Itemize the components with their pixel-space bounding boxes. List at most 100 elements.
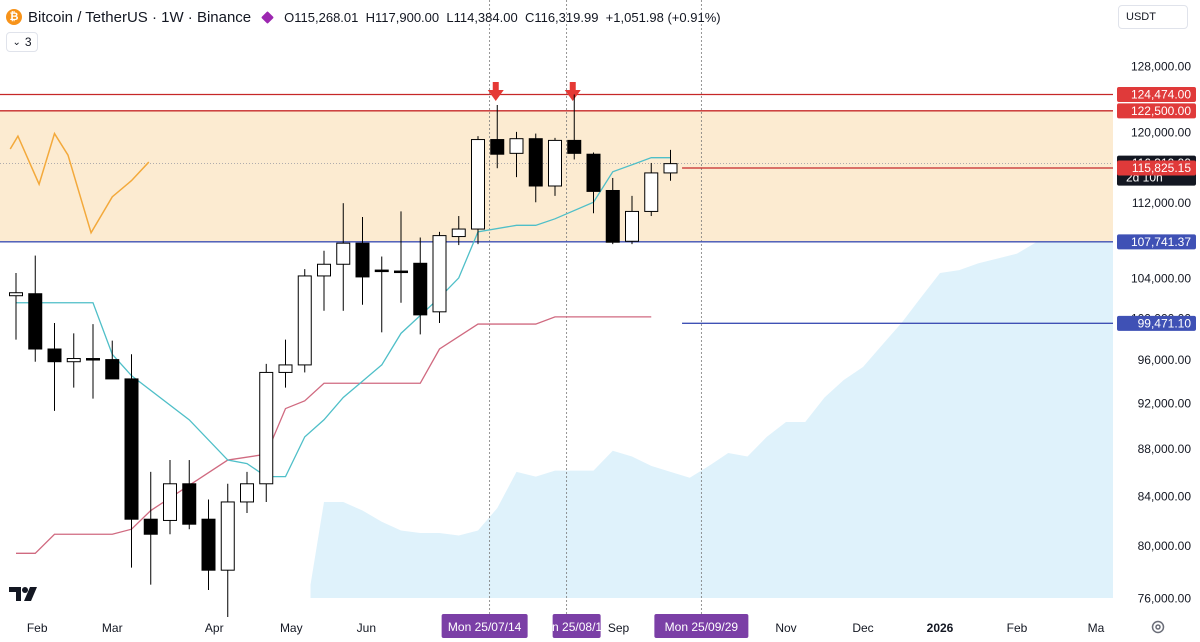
candle-body	[413, 262, 428, 316]
candle	[240, 471, 254, 514]
gear-icon[interactable]	[1150, 619, 1166, 635]
candle	[509, 131, 524, 178]
candle-body	[317, 263, 331, 277]
currency-selector[interactable]: USDT	[1118, 5, 1188, 29]
price-label-box	[1117, 160, 1196, 176]
candle	[567, 94, 582, 160]
high-value: 117,900.00	[375, 9, 440, 25]
candles-layer	[9, 94, 678, 617]
candle-body	[201, 518, 216, 571]
price-label-box	[1117, 103, 1196, 119]
price-label-box	[1117, 234, 1196, 250]
candle-body	[105, 359, 120, 380]
x-tick-label: Ma	[1088, 621, 1105, 635]
candle	[548, 137, 562, 196]
candle	[663, 149, 678, 181]
candle	[471, 136, 485, 245]
x-tick-label: Dec	[852, 621, 873, 635]
price-label: 99,471.10	[1138, 316, 1192, 330]
chart-header: ₿ Bitcoin / TetherUS · 1W · Binance O115…	[6, 6, 721, 28]
x-tick-label: Feb	[27, 621, 48, 635]
candle-body	[124, 378, 139, 520]
candle-body	[644, 172, 659, 212]
candle	[259, 363, 274, 502]
candle	[528, 133, 543, 203]
high-label: H	[365, 9, 376, 25]
candle	[86, 324, 100, 399]
change-value: +1,051.98 (+0.91%)	[605, 9, 721, 25]
candle-body	[528, 138, 543, 187]
candle	[220, 483, 235, 617]
date-tag-box	[654, 614, 749, 638]
candle	[451, 216, 466, 246]
x-tick-label: Nov	[775, 621, 796, 635]
candle-body	[47, 348, 62, 363]
price-label: 115,825.15	[1132, 161, 1191, 175]
ohlc-readout: O115,268.01 H117,900.00 L114,384.00 C116…	[284, 10, 720, 25]
candle	[105, 340, 120, 380]
candle-body	[567, 139, 582, 154]
low-label: L	[446, 9, 454, 25]
rejection-arrow-2	[564, 82, 581, 101]
candle	[143, 471, 158, 585]
candle	[605, 177, 620, 245]
price-label: 122,500.00	[1131, 104, 1191, 118]
candle	[644, 162, 659, 217]
x-tick-label: Mar	[102, 621, 123, 635]
candle-body	[220, 501, 235, 571]
y-tick-label: 128,000.00	[1131, 60, 1191, 74]
indicator-layer	[9, 131, 671, 554]
x-tick-label: Sep	[608, 621, 630, 635]
candle-body	[66, 358, 81, 363]
low-value: 114,384.00	[453, 9, 518, 25]
x-tick-label: 2026	[927, 621, 954, 635]
indicators-toggle-button[interactable]: ⌄ 3	[6, 32, 38, 52]
price-label-box	[1117, 315, 1196, 331]
base-line	[16, 316, 652, 554]
oscillator-line	[9, 131, 150, 235]
candle-body	[374, 269, 389, 273]
y-tick-label: 120,000.00	[1131, 125, 1191, 139]
candle	[317, 250, 331, 311]
candle	[28, 255, 43, 362]
candle-body	[336, 242, 351, 265]
candle	[355, 216, 370, 305]
date-tag-label: on 25/08/11	[545, 620, 608, 634]
y-tick-label: 96,000.00	[1138, 353, 1192, 367]
candle	[413, 237, 428, 335]
exchange-marker-icon	[261, 10, 275, 24]
date-tag-label: Mon 25/09/29	[665, 620, 739, 634]
x-tick-label: May	[280, 621, 303, 635]
candle	[625, 195, 639, 245]
x-tick-label: Feb	[1007, 621, 1028, 635]
candle	[9, 273, 23, 340]
date-tag-box	[552, 614, 601, 638]
candle-body	[259, 371, 274, 485]
candle-body	[432, 235, 447, 313]
rejection-arrow-1	[487, 82, 504, 101]
price-label: 107,741.37	[1131, 235, 1191, 249]
candle-body	[9, 292, 23, 297]
open-label: O	[284, 9, 295, 25]
axis-layer: 128,000.00 120,000.00 112,000.00 104,000.00…	[27, 60, 1196, 638]
indicator-count: 3	[24, 35, 32, 49]
candle-body	[605, 189, 620, 243]
candle-body	[471, 139, 485, 230]
candle-body	[663, 163, 678, 174]
candle-body	[548, 139, 562, 187]
close-value: 116,319.99	[534, 9, 599, 25]
y-tick-label: 84,000.00	[1138, 489, 1192, 503]
candle-body	[240, 483, 254, 503]
y-tick-label: 92,000.00	[1138, 397, 1192, 411]
symbol-title[interactable]: Bitcoin / TetherUS · 1W · Binance	[28, 8, 252, 26]
candle-body	[297, 275, 312, 366]
candle	[163, 460, 177, 535]
y-tick-label: 80,000.00	[1138, 539, 1192, 553]
candle	[66, 333, 81, 388]
candle	[47, 323, 62, 411]
candle-body	[163, 483, 177, 521]
open-value: 115,268.01	[294, 9, 359, 25]
close-label: C	[524, 9, 535, 25]
candle	[374, 256, 389, 333]
